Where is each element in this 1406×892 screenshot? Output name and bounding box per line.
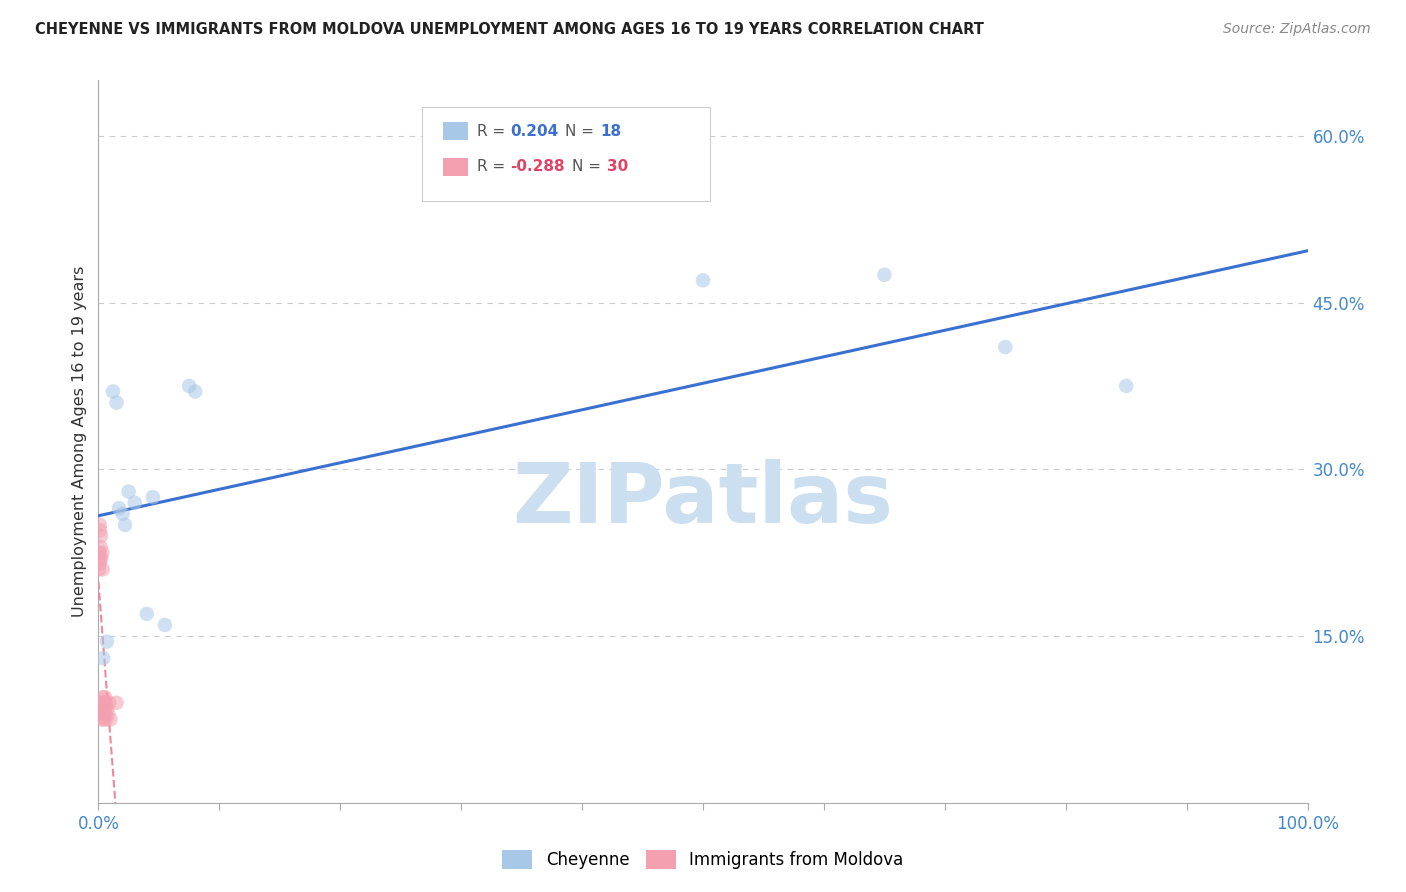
- Point: [100, 713, 122, 727]
- Point: [93, 696, 115, 710]
- Point: [135, 607, 157, 621]
- Text: R =: R =: [477, 160, 510, 174]
- Point: [142, 490, 165, 504]
- Text: Source: ZipAtlas.com: Source: ZipAtlas.com: [1223, 22, 1371, 37]
- Point: [91, 696, 114, 710]
- Text: 0.204: 0.204: [510, 124, 558, 138]
- Y-axis label: Unemployment Among Ages 16 to 19 years: Unemployment Among Ages 16 to 19 years: [72, 266, 87, 617]
- Text: N =: N =: [572, 160, 606, 174]
- Point: [89, 517, 111, 532]
- Point: [93, 713, 115, 727]
- Point: [89, 557, 111, 571]
- Point: [179, 379, 201, 393]
- Point: [96, 634, 118, 648]
- Point: [94, 706, 117, 721]
- Point: [124, 496, 146, 510]
- Point: [89, 524, 111, 538]
- Point: [873, 268, 896, 282]
- Text: CHEYENNE VS IMMIGRANTS FROM MOLDOVA UNEMPLOYMENT AMONG AGES 16 TO 19 YEARS CORRE: CHEYENNE VS IMMIGRANTS FROM MOLDOVA UNEM…: [35, 22, 984, 37]
- Point: [94, 713, 117, 727]
- Text: R =: R =: [477, 124, 510, 138]
- Point: [114, 517, 136, 532]
- Point: [994, 340, 1017, 354]
- Point: [108, 501, 131, 516]
- Point: [90, 713, 112, 727]
- Point: [90, 540, 112, 554]
- Point: [105, 395, 128, 409]
- Text: -0.288: -0.288: [510, 160, 565, 174]
- Point: [98, 696, 121, 710]
- Point: [90, 529, 112, 543]
- Point: [184, 384, 207, 399]
- Point: [692, 273, 714, 287]
- Point: [94, 690, 117, 705]
- Point: [96, 701, 118, 715]
- Text: N =: N =: [565, 124, 599, 138]
- Point: [91, 690, 114, 705]
- Point: [90, 551, 112, 566]
- Point: [89, 551, 111, 566]
- Point: [118, 484, 141, 499]
- Point: [89, 546, 111, 560]
- Point: [93, 696, 115, 710]
- Point: [91, 546, 114, 560]
- Point: [90, 706, 112, 721]
- Point: [91, 651, 114, 665]
- Point: [97, 706, 120, 721]
- Point: [91, 562, 114, 576]
- Point: [101, 384, 124, 399]
- Point: [94, 701, 117, 715]
- Point: [87, 562, 110, 576]
- Text: ZIPatlas: ZIPatlas: [513, 458, 893, 540]
- Point: [1115, 379, 1137, 393]
- Text: 18: 18: [600, 124, 621, 138]
- Point: [93, 706, 115, 721]
- Point: [153, 618, 176, 632]
- Legend: Cheyenne, Immigrants from Moldova: Cheyenne, Immigrants from Moldova: [498, 845, 908, 874]
- Point: [91, 701, 114, 715]
- Point: [105, 696, 128, 710]
- Point: [111, 507, 134, 521]
- Text: 30: 30: [607, 160, 628, 174]
- Point: [94, 696, 117, 710]
